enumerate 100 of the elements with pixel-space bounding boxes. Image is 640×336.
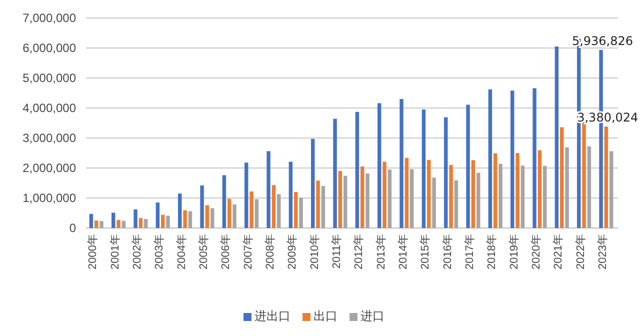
bar [488,89,492,228]
x-tick-label: 2015年 [420,234,432,270]
bar [200,185,204,228]
x-tick-label: 2005年 [198,234,210,270]
y-tick-label: 4,000,000 [22,100,76,115]
x-tick-label: 2013年 [375,234,388,270]
y-tick-label: 7,000,000 [22,10,76,25]
bar [310,138,315,228]
bar [532,88,536,228]
bar [516,153,520,228]
x-tick-label: 2010年 [308,234,321,270]
bar [444,117,448,228]
bar [250,191,254,228]
bar [422,110,426,228]
bar [156,202,160,228]
bar [554,46,559,228]
x-tick-label: 2004年 [176,234,188,270]
legend-label: 出口 [314,309,338,323]
x-tick-label: 2018年 [486,234,498,270]
data-label: 5,936,826 [572,34,634,48]
bar [382,162,386,228]
x-tick-label: 2001年 [109,234,122,270]
bar [333,118,337,228]
x-tick-label: 2023年 [597,234,610,270]
bar [432,178,436,228]
bar [587,146,592,228]
x-tick-label: 2017年 [464,234,476,270]
y-tick-label: 6,000,000 [22,40,76,55]
y-tick-label: 3,000,000 [22,130,76,145]
bar [205,205,210,228]
bar [122,220,126,228]
x-tick-label: 2016年 [442,234,454,270]
bar [449,165,453,228]
y-tick-label: 2,000,000 [22,160,76,175]
bar [134,209,138,228]
bar [344,176,348,228]
x-tick-label: 2002年 [132,234,144,270]
bar [244,162,248,228]
x-tick-label: 2008年 [264,234,277,270]
bar [410,169,414,228]
bar [355,112,360,228]
bar [183,210,187,228]
bar [288,162,293,228]
bar [272,185,276,228]
bar [89,214,94,228]
x-tick-label: 2007年 [242,234,254,270]
bar [493,153,498,228]
bar [543,166,547,228]
bar [188,211,192,228]
bar [266,151,270,228]
bar [94,220,98,228]
bar [565,147,569,228]
bar [111,212,116,228]
x-tick-label: 2021年 [552,234,565,270]
bar [160,214,165,228]
x-tick-label: 2014年 [398,234,410,270]
bar [404,158,409,228]
bar [454,180,458,228]
bar [471,160,476,228]
bar [476,172,480,228]
bar [294,192,298,228]
bar [321,186,326,228]
bar [560,127,564,228]
x-tick-label: 2009年 [286,234,299,270]
bar [232,204,236,228]
bar [144,219,148,228]
bar [604,126,608,228]
bar [426,160,431,228]
bar [227,198,232,228]
bar [210,208,214,228]
bar [299,198,303,228]
x-tick-label: 2022年 [574,234,587,270]
bar [377,103,382,228]
bar [277,194,281,228]
bar [510,90,514,228]
bar [166,216,170,228]
bar [360,166,364,228]
bar [222,175,226,228]
bar [498,164,502,228]
bar [316,180,320,228]
y-tick-label: 0 [69,220,76,235]
bar [466,104,470,228]
bar [178,194,182,228]
x-tick-label: 2000年 [87,234,100,270]
bar [366,173,370,228]
x-tick-label: 2003年 [154,234,166,270]
x-tick-label: 2012年 [353,234,366,270]
y-tick-label: 5,000,000 [22,70,76,85]
bar [400,99,404,228]
x-tick-label: 2019年 [508,234,520,270]
bar [538,150,542,228]
x-tick-label: 2020年 [530,234,543,270]
bar [100,221,104,228]
bar [138,218,143,228]
bar [388,170,392,228]
legend-label: 进口 [360,309,384,323]
bar [610,151,614,228]
bar [116,220,120,228]
bar [338,171,342,228]
legend-label: 进出口 [254,309,290,323]
